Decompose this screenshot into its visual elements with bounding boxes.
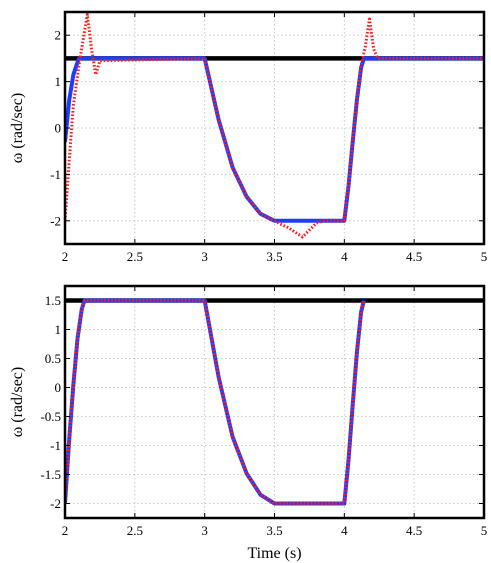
y-tick-label: -1 <box>50 438 61 453</box>
y-tick-label: -1 <box>50 167 61 182</box>
y-tick-label: -1.5 <box>40 467 61 482</box>
y-tick-label: 0 <box>55 380 62 395</box>
estimate-series-line <box>65 299 366 505</box>
y-tick-label: 0.5 <box>45 351 61 366</box>
actual-series-line <box>65 298 366 506</box>
x-tick-label: 5 <box>481 523 488 538</box>
y-tick-label: -0.5 <box>40 409 61 424</box>
x-tick-label: 4 <box>341 249 348 264</box>
y-tick-label: 1 <box>55 322 62 337</box>
x-axis-label: Time (s) <box>247 545 301 562</box>
y-tick-label: 1.5 <box>45 293 61 308</box>
bottom-plot-panel: 2 2.5 3 3.5 4 4.5 5 -2 -1.5 -1 -0.5 0 0.5 1 1.5 ω (rad/… <box>9 284 488 562</box>
x-tick-label: 5 <box>481 249 488 264</box>
x-tick-label: 3.5 <box>266 523 282 538</box>
x-tick-label: 4.5 <box>406 249 422 264</box>
y-axis-label: ω (rad/sec) <box>9 367 26 438</box>
y-tick-label: 1 <box>55 74 62 89</box>
x-tick-label: 3.5 <box>266 249 282 264</box>
x-tick-label: 4 <box>341 523 348 538</box>
y-tick-label: -2 <box>50 496 61 511</box>
y-tick-label: 2 <box>55 28 62 43</box>
y-tick-label: 0 <box>55 121 62 136</box>
x-tick-label: 2.5 <box>127 249 143 264</box>
x-tick-label: 2 <box>62 523 69 538</box>
x-tick-label: 3 <box>201 523 208 538</box>
x-tick-label: 4.5 <box>406 523 422 538</box>
x-tick-label: 3 <box>201 249 208 264</box>
x-tick-label: 2 <box>62 249 69 264</box>
top-plot-panel: 2 2.5 3 3.5 4 4.5 5 -2 -1 0 1 2 ω (rad/sec) <box>9 10 488 264</box>
y-axis-label: ω (rad/sec) <box>9 93 26 164</box>
estimate-series-line <box>65 12 484 239</box>
x-tick-label: 2.5 <box>127 523 143 538</box>
y-tick-label: -2 <box>50 213 61 228</box>
